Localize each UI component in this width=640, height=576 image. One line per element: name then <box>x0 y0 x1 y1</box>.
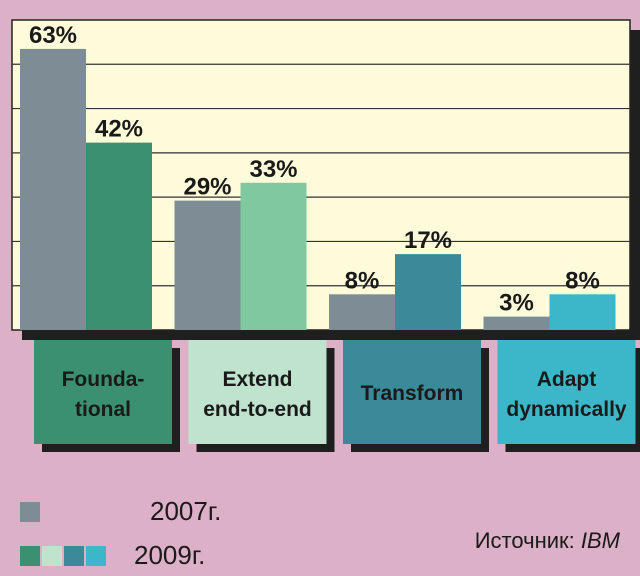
category-box <box>343 340 481 444</box>
data-label-2007: 29% <box>183 174 231 201</box>
bar-2009 <box>395 254 461 330</box>
bar-2009 <box>549 294 616 330</box>
category-box <box>188 340 327 444</box>
bar-2007 <box>20 48 86 331</box>
category-label: Extend end-to-end <box>203 368 311 421</box>
legend-swatch-2009 <box>20 545 40 566</box>
category-label: Founda-tional <box>62 368 145 421</box>
data-label-2009: 17% <box>404 227 452 254</box>
category-label: Adapt dynamically <box>506 368 627 421</box>
source-name: IBM <box>580 528 620 553</box>
legend-swatch-2009 <box>42 545 62 566</box>
bar-2007 <box>329 294 395 330</box>
data-label-2007: 63% <box>29 22 77 49</box>
bar-2009 <box>240 182 307 330</box>
legend-item-2007: 2007г. <box>20 496 221 527</box>
data-label-2007: 8% <box>345 267 380 294</box>
bar-2007 <box>483 316 550 330</box>
category-box <box>34 340 172 444</box>
data-label-2009: 42% <box>95 116 143 143</box>
legend-item-2009: 2009г. <box>20 540 205 571</box>
legend-label-2007: 2007г. <box>150 496 222 526</box>
category-label: Transform <box>361 382 464 405</box>
legend-label-2009: 2009г. <box>134 540 206 570</box>
data-label-2009: 33% <box>249 156 297 183</box>
source-note: Источник: IBM <box>475 528 620 554</box>
bar-2007 <box>174 200 241 330</box>
bar-chart: 63% 42% Founda-tional 29% 33% Extend end-to-en… <box>11 19 640 452</box>
data-label-2009: 8% <box>565 267 600 294</box>
data-label-2007: 3% <box>499 290 534 317</box>
legend-swatches-2009 <box>20 545 108 566</box>
bar-2009 <box>86 142 152 330</box>
legend-swatch-2007 <box>20 501 40 522</box>
category-box <box>497 340 636 444</box>
legend-swatch-2009 <box>64 545 84 566</box>
source-prefix: Источник: <box>474 528 581 553</box>
legend-swatch-2009 <box>86 545 106 566</box>
